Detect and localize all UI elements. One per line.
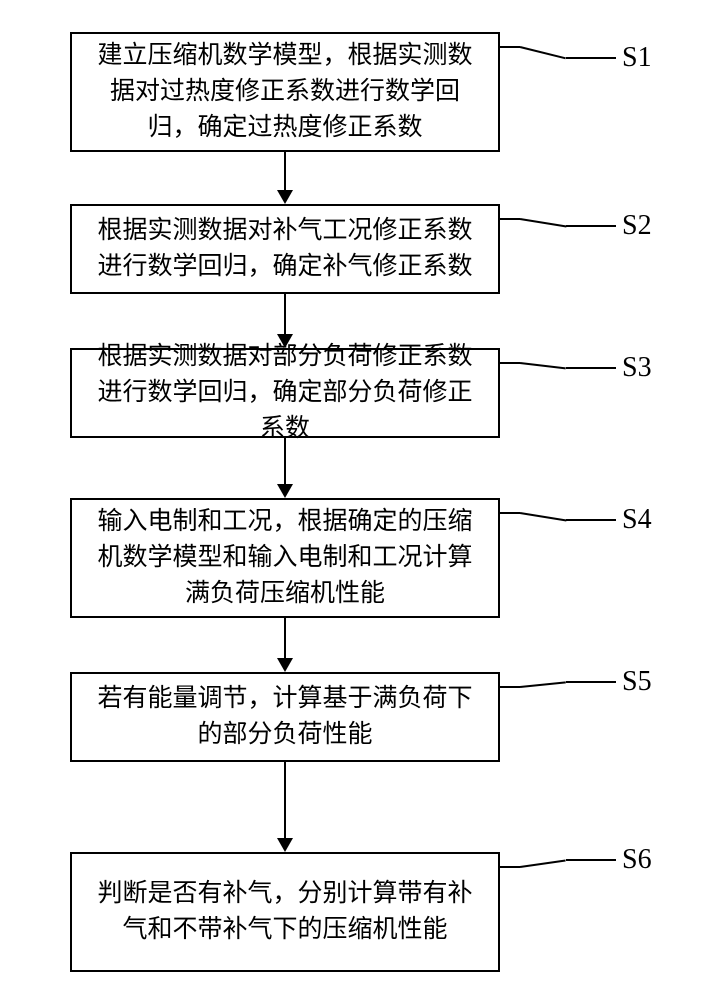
leader-line	[500, 46, 520, 48]
flow-node-s4: 输入电制和工况，根据确定的压缩机数学模型和输入电制和工况计算满负荷压缩机性能	[70, 498, 500, 618]
leader-line	[566, 367, 616, 369]
arrow-head-icon	[277, 190, 293, 204]
arrow-head-icon	[277, 838, 293, 852]
flow-node-text: 判断是否有补气，分别计算带有补气和不带补气下的压缩机性能	[86, 876, 484, 949]
arrow-head-icon	[277, 484, 293, 498]
leader-line	[520, 362, 566, 369]
flow-node-s1: 建立压缩机数学模型，根据实测数据对过热度修正系数进行数学回归，确定过热度修正系数	[70, 32, 500, 152]
flow-node-s2: 根据实测数据对补气工况修正系数进行数学回归，确定补气修正系数	[70, 204, 500, 294]
step-label-s1: S1	[622, 42, 652, 74]
step-label-s4: S4	[622, 504, 652, 536]
flow-node-s3: 根据实测数据对部分负荷修正系数进行数学回归，确定部分负荷修正系数	[70, 348, 500, 438]
leader-line	[566, 859, 616, 861]
leader-line	[566, 225, 616, 227]
leader-line	[520, 218, 566, 227]
step-label-s6: S6	[622, 844, 652, 876]
leader-line	[566, 519, 616, 521]
flow-arrow	[284, 762, 286, 840]
leader-line	[500, 866, 520, 868]
flow-arrow	[284, 618, 286, 660]
flow-arrow	[284, 152, 286, 192]
leader-line	[500, 512, 520, 514]
leader-line	[520, 681, 566, 688]
leader-line	[566, 681, 616, 683]
step-label-s2: S2	[622, 210, 652, 242]
leader-line	[500, 218, 520, 220]
flow-node-text: 根据实测数据对补气工况修正系数进行数学回归，确定补气修正系数	[86, 213, 484, 286]
flow-node-text: 若有能量调节，计算基于满负荷下的部分负荷性能	[86, 681, 484, 754]
leader-line	[500, 362, 520, 364]
leader-line	[500, 686, 520, 688]
flow-node-s6: 判断是否有补气，分别计算带有补气和不带补气下的压缩机性能	[70, 852, 500, 972]
step-label-s3: S3	[622, 352, 652, 384]
flow-node-s5: 若有能量调节，计算基于满负荷下的部分负荷性能	[70, 672, 500, 762]
leader-line	[520, 859, 566, 868]
flow-node-text: 根据实测数据对部分负荷修正系数进行数学回归，确定部分负荷修正系数	[86, 339, 484, 448]
flow-arrow	[284, 294, 286, 336]
step-label-s5: S5	[622, 666, 652, 698]
flow-node-text: 输入电制和工况，根据确定的压缩机数学模型和输入电制和工况计算满负荷压缩机性能	[86, 504, 484, 613]
flow-node-text: 建立压缩机数学模型，根据实测数据对过热度修正系数进行数学回归，确定过热度修正系数	[86, 38, 484, 147]
leader-line	[566, 57, 616, 59]
flow-arrow	[284, 438, 286, 486]
arrow-head-icon	[277, 658, 293, 672]
leader-line	[520, 46, 566, 59]
leader-line	[520, 512, 566, 521]
